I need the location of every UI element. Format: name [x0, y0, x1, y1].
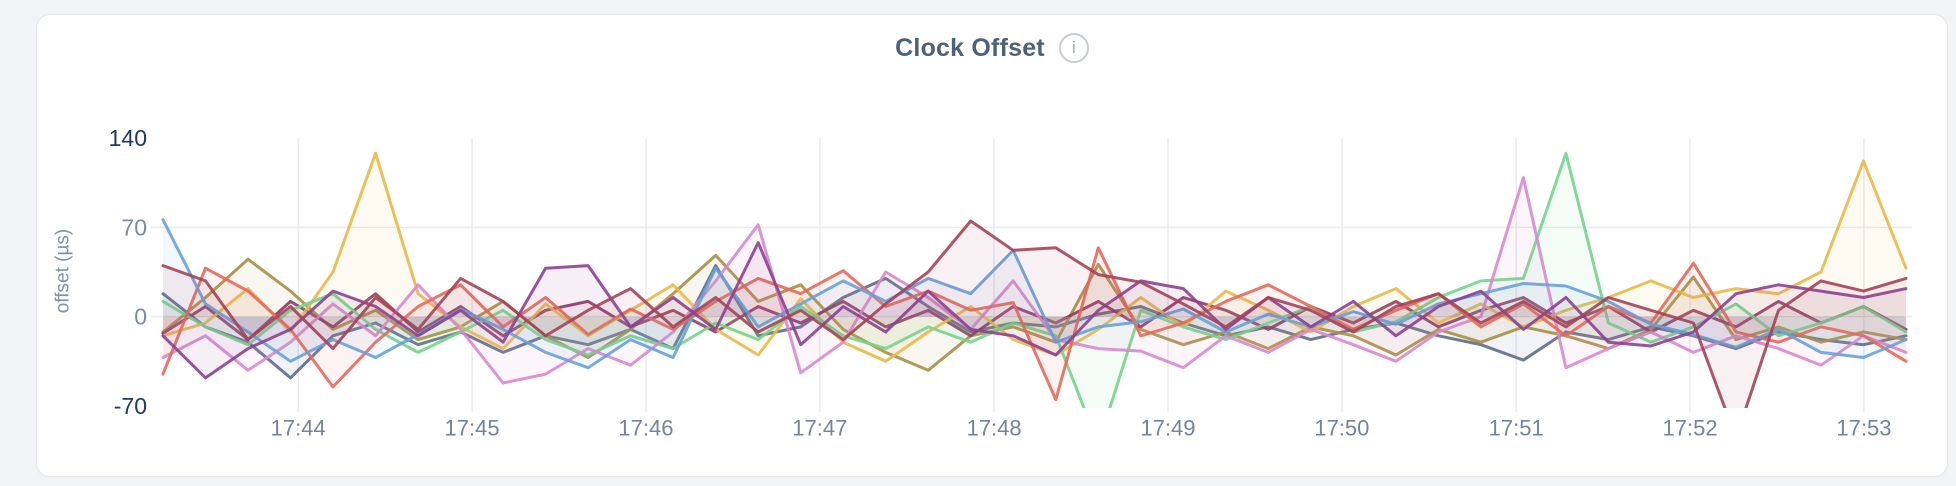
series-area-maroon	[163, 221, 1906, 408]
y-tick-label: 140	[109, 125, 147, 151]
x-tick-label: 17:47	[792, 416, 847, 441]
x-tick-label: 17:46	[618, 416, 673, 441]
series-group	[161, 151, 1908, 408]
x-tick-label: 17:48	[967, 416, 1022, 441]
y-tick-label: 0	[134, 304, 147, 330]
series-line-purple	[161, 241, 1908, 380]
x-tick-label: 17:45	[445, 416, 500, 441]
series-area-blue	[163, 219, 1906, 368]
series-area-olive	[163, 255, 1906, 371]
x-tick-label: 17:49	[1140, 416, 1195, 441]
x-tick-label: 17:52	[1663, 416, 1718, 441]
series-area-slate	[163, 265, 1906, 378]
y-tick-label: -70	[114, 393, 147, 419]
series-line-maroon	[161, 219, 1908, 408]
y-tick-label: 70	[121, 214, 147, 240]
series-line-orchid	[161, 176, 1908, 385]
series-area-orchid	[163, 177, 1906, 383]
clock-offset-chart[interactable]: 17:44 17:45 17:46 17:47 17:48 17:49 17:50 17:51…	[37, 15, 1947, 476]
chart-title: Clock Offset	[895, 33, 1045, 62]
chart-card-header: Clock Offset i	[37, 31, 1947, 65]
x-tick-label: 17:44	[271, 416, 326, 441]
series-area-red	[163, 247, 1906, 400]
x-tick-label: 17:50	[1314, 416, 1369, 441]
info-icon[interactable]: i	[1058, 33, 1089, 63]
series-area-purple	[163, 242, 1906, 378]
series-area-plum	[163, 293, 1906, 340]
series-area-green	[163, 153, 1906, 408]
series-line-green	[161, 151, 1908, 408]
x-tick-label: 17:51	[1489, 416, 1544, 441]
chart-card: Clock Offset i offset (µs) 17:44 17:45 17:…	[36, 14, 1948, 477]
x-tick-label: 17:53	[1836, 416, 1891, 441]
